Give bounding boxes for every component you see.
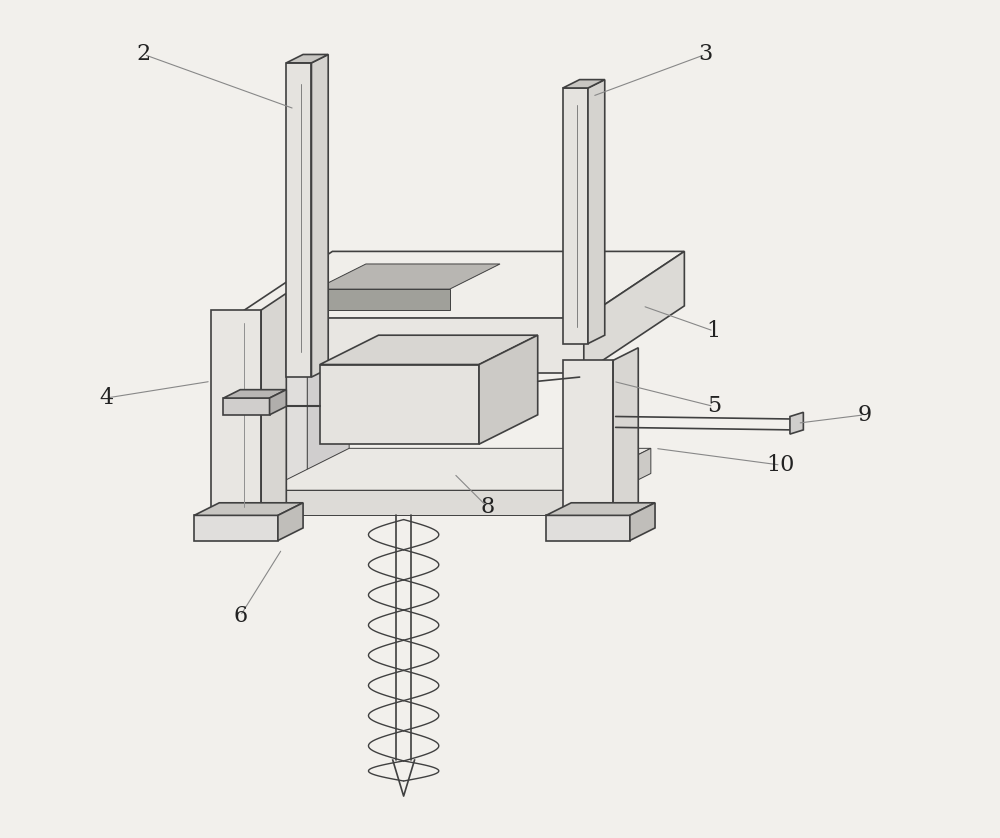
Polygon shape	[232, 251, 684, 318]
Text: 8: 8	[480, 496, 495, 518]
Polygon shape	[278, 503, 303, 541]
Polygon shape	[563, 80, 605, 88]
Polygon shape	[588, 80, 605, 344]
Text: 10: 10	[767, 454, 795, 476]
Polygon shape	[286, 54, 328, 63]
Polygon shape	[223, 398, 270, 415]
Polygon shape	[311, 54, 328, 377]
Polygon shape	[563, 88, 588, 344]
Polygon shape	[316, 289, 450, 310]
Polygon shape	[316, 264, 500, 289]
Text: 5: 5	[707, 396, 721, 417]
Polygon shape	[320, 335, 538, 365]
Polygon shape	[194, 503, 303, 515]
Polygon shape	[584, 251, 684, 373]
Polygon shape	[194, 515, 278, 541]
Polygon shape	[613, 348, 638, 520]
Text: 4: 4	[99, 387, 113, 409]
Polygon shape	[563, 360, 613, 520]
Polygon shape	[270, 390, 286, 415]
Polygon shape	[567, 448, 651, 515]
Polygon shape	[546, 503, 655, 515]
Polygon shape	[307, 331, 349, 486]
Polygon shape	[261, 293, 286, 520]
Polygon shape	[790, 412, 803, 434]
Polygon shape	[479, 335, 538, 444]
Polygon shape	[211, 310, 261, 520]
Polygon shape	[232, 318, 584, 373]
Text: 2: 2	[137, 44, 151, 65]
Polygon shape	[286, 63, 311, 377]
Polygon shape	[320, 365, 479, 444]
Polygon shape	[630, 503, 655, 541]
Text: 6: 6	[233, 605, 247, 627]
Polygon shape	[265, 314, 651, 360]
Polygon shape	[265, 360, 307, 486]
Text: 1: 1	[707, 320, 721, 342]
Polygon shape	[265, 448, 651, 490]
Text: 3: 3	[698, 44, 712, 65]
Text: 9: 9	[857, 404, 872, 426]
Polygon shape	[223, 390, 286, 398]
Polygon shape	[546, 515, 630, 541]
Polygon shape	[265, 490, 567, 515]
